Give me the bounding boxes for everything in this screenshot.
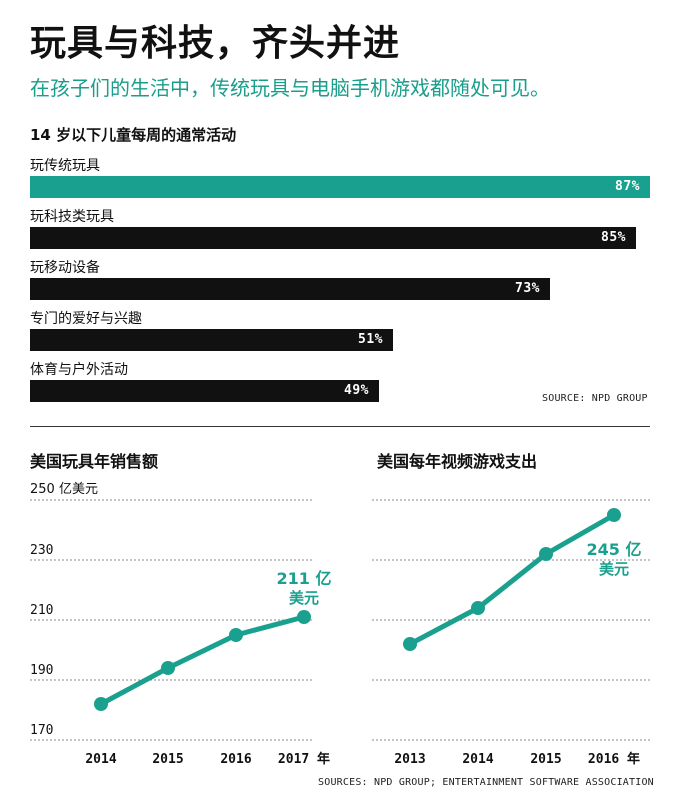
bar-chart-title: 14 岁以下儿童每周的通常活动 [30,126,237,144]
line-chart-title: 美国玩具年销售额 [30,452,158,471]
bar-value-label: 87% [615,179,640,194]
value-annotation-unit: 美元 [289,589,319,607]
bar: 87% [30,176,650,198]
footer-sources: SOURCES: NPD GROUP; ENTERTAINMENT SOFTWA… [318,777,654,788]
bar: 49% [30,380,379,402]
y-tick-label: 190 [30,663,53,678]
y-axis-unit-label: 250 亿美元 [30,482,98,497]
bar: 51% [30,329,393,351]
series-line [98,614,307,707]
x-tick-label: 2015 [530,752,561,767]
data-point [229,628,243,642]
x-tick-label: 2017 年 [278,751,330,767]
bar: 73% [30,278,550,300]
data-point [161,661,175,675]
section-divider [30,426,650,427]
line-chart-title: 美国每年视频游戏支出 [377,452,537,471]
series-line [407,512,617,647]
value-annotation: 245 亿 [587,540,642,559]
y-tick-label: 210 [30,603,53,618]
data-point [297,610,311,624]
bar-value-label: 85% [601,230,626,245]
x-tick-label: 2014 [85,752,116,767]
bar-category-label: 专门的爱好与兴趣 [30,311,142,327]
data-point [403,637,417,651]
value-annotation: 211 亿 [277,569,332,588]
data-point [607,508,621,522]
bar-category-label: 玩科技类玩具 [30,209,114,225]
bar-value-label: 73% [515,281,540,296]
y-tick-label: 230 [30,543,53,558]
bar-value-label: 51% [358,332,383,347]
page-title: 玩具与科技，齐头并进 [30,23,401,64]
x-tick-label: 2014 [462,752,493,767]
bar-chart-source: SOURCE: NPD GROUP [542,393,648,404]
data-point [471,601,485,615]
x-tick-label: 2015 [152,752,183,767]
x-tick-label: 2013 [394,752,425,767]
data-point [539,547,553,561]
bar-value-label: 49% [344,383,369,398]
page-subtitle: 在孩子们的生活中，传统玩具与电脑手机游戏都随处可见。 [30,76,550,100]
x-tick-label: 2016 [220,752,251,767]
bar-category-label: 玩传统玩具 [30,158,100,174]
data-point [94,697,108,711]
y-tick-label: 170 [30,723,53,738]
bar-category-label: 体育与户外活动 [30,362,128,378]
x-tick-label: 2016 年 [588,751,640,767]
bar: 85% [30,227,636,249]
bar-category-label: 玩移动设备 [30,260,100,276]
value-annotation-unit: 美元 [599,560,629,578]
